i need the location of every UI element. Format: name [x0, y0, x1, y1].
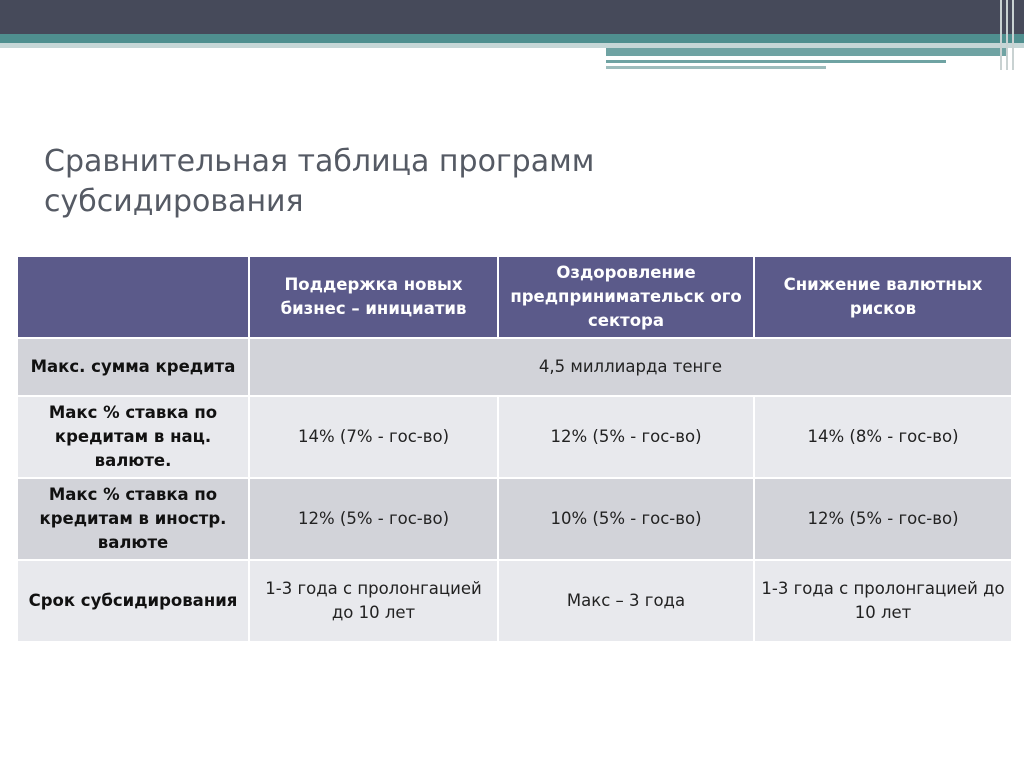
table-cell: 12% (5% - гос-во)	[499, 397, 753, 477]
slide-title: Сравнительная таблица программ субсидиро…	[44, 142, 744, 222]
row-label: Макс % ставка по кредитам в иностр. валю…	[18, 479, 248, 559]
accent-stripe	[606, 48, 1006, 56]
table-cell: 12% (5% - гос-во)	[755, 479, 1011, 559]
slide-title-line1: Сравнительная таблица программ	[44, 144, 595, 179]
top-teal-stripe	[0, 34, 1024, 43]
accent-stripe-thinner	[606, 66, 826, 69]
table-row: Макс % ставка по кредитам в нац. валюте.…	[18, 397, 1011, 477]
accent-stripe-thin	[606, 60, 946, 63]
comparison-table: Поддержка новых бизнес – инициатив Оздор…	[16, 255, 1013, 643]
merged-cell: 4,5 миллиарда тенге	[250, 339, 1011, 395]
top-light-stripe	[0, 43, 1024, 48]
table-cell: 14% (7% - гос-во)	[250, 397, 497, 477]
row-label: Макс % ставка по кредитам в нац. валюте.	[18, 397, 248, 477]
table-cell: 10% (5% - гос-во)	[499, 479, 753, 559]
header-cell-new-business: Поддержка новых бизнес – инициатив	[250, 257, 497, 337]
slide-title-line2: субсидирования	[44, 184, 304, 219]
table-row: Срок субсидирования 1-3 года с пролонгац…	[18, 561, 1011, 641]
top-decor-bar	[0, 0, 1024, 34]
header-cell-empty	[18, 257, 248, 337]
row-label: Срок субсидирования	[18, 561, 248, 641]
header-cell-recovery: Оздоровление предпринимательск ого секто…	[499, 257, 753, 337]
table-cell: 14% (8% - гос-во)	[755, 397, 1011, 477]
table-cell: 12% (5% - гос-во)	[250, 479, 497, 559]
decor-vertical-lines	[1000, 0, 1018, 70]
table-cell: 1-3 года с пролонгацией до 10 лет	[755, 561, 1011, 641]
table-row: Макс. сумма кредита 4,5 миллиарда тенге	[18, 339, 1011, 395]
row-label: Макс. сумма кредита	[18, 339, 248, 395]
table-cell: Макс – 3 года	[499, 561, 753, 641]
table-row: Макс % ставка по кредитам в иностр. валю…	[18, 479, 1011, 559]
table-header-row: Поддержка новых бизнес – инициатив Оздор…	[18, 257, 1011, 337]
table-cell: 1-3 года с пролонгацией до 10 лет	[250, 561, 497, 641]
header-cell-currency-risk: Снижение валютных рисков	[755, 257, 1011, 337]
